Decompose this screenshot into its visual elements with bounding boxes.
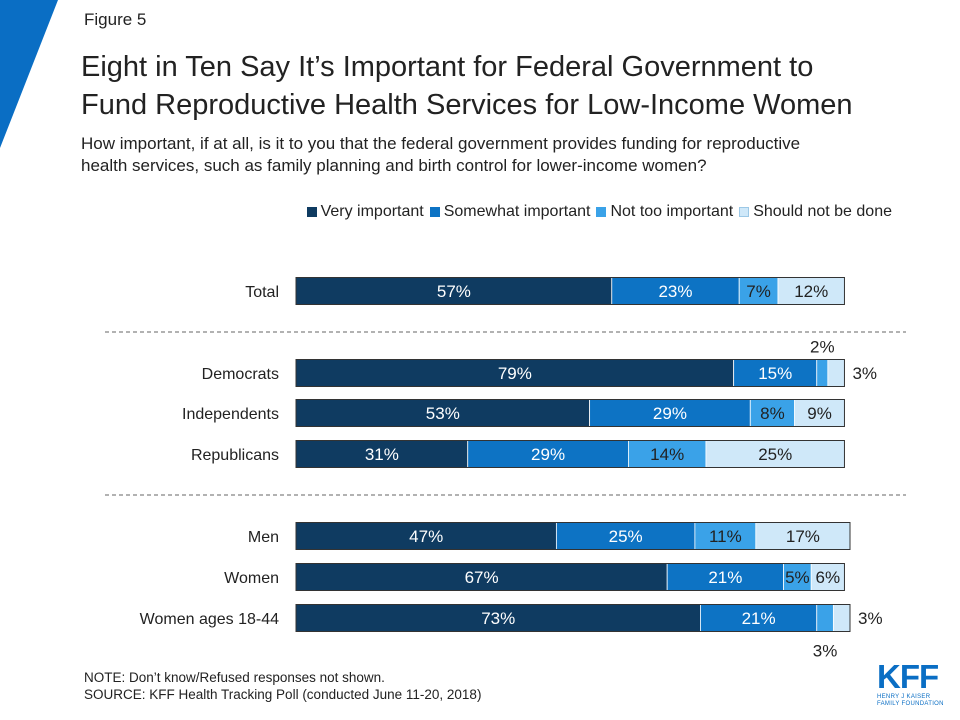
bar-segment	[555, 522, 696, 550]
bar-segment	[832, 604, 851, 632]
legend-label: Somewhat important	[443, 203, 591, 220]
legend-swatch	[306, 207, 317, 217]
data-label: 8%	[760, 404, 785, 423]
legend-label: Should not be done	[753, 203, 892, 220]
category-label: Total	[245, 284, 279, 301]
legend-item-somewhat-important: Somewhat important	[429, 203, 591, 221]
data-label: 67%	[465, 568, 499, 587]
logo-line-2: FAMILY FOUNDATION	[877, 701, 944, 707]
bar-outline	[295, 399, 845, 427]
data-label: 14%	[650, 445, 684, 464]
category-label: Independents	[182, 406, 279, 423]
data-label: 21%	[742, 609, 776, 628]
data-label: 25%	[758, 445, 792, 464]
category-label: Republicans	[191, 447, 279, 464]
data-label: 12%	[794, 282, 828, 301]
data-label: 29%	[653, 404, 687, 423]
data-label: 47%	[409, 527, 443, 546]
legend-item-not-too-important: Not too important	[596, 203, 733, 221]
data-label: 3%	[813, 642, 838, 661]
data-label: 2%	[810, 338, 835, 357]
category-label: Women	[224, 570, 279, 587]
bar-segment	[810, 563, 845, 591]
data-label: 57%	[437, 282, 471, 301]
legend-swatch	[739, 207, 750, 217]
corner-accent	[0, 0, 58, 148]
data-label: 73%	[481, 609, 515, 628]
legend: Very important Somewhat important Not to…	[301, 203, 892, 221]
data-label: 3%	[852, 364, 877, 383]
data-label: 53%	[426, 404, 460, 423]
subtitle-line-1: How important, if at all, is it to you t…	[81, 134, 801, 153]
data-label: 6%	[816, 568, 841, 587]
data-label: 11%	[709, 527, 742, 546]
data-label: 15%	[758, 364, 792, 383]
legend-label: Not too important	[610, 203, 734, 220]
bar-outline	[295, 277, 845, 305]
bar-segment	[295, 277, 613, 305]
data-label: 3%	[858, 609, 883, 628]
legend-label: Very important	[320, 203, 424, 220]
note-text: NOTE: Don’t know/Refused responses not s…	[84, 670, 385, 685]
data-label: 25%	[609, 527, 643, 546]
data-label: 79%	[498, 364, 532, 383]
category-label: Men	[248, 529, 279, 546]
bar-segment	[755, 522, 851, 550]
bar-segment	[700, 604, 818, 632]
data-label: 21%	[708, 568, 742, 587]
source-text: SOURCE: KFF Health Tracking Poll (conduc…	[84, 687, 482, 702]
bar-outline	[295, 522, 851, 550]
category-label: Democrats	[202, 366, 279, 383]
bar-outline	[295, 359, 845, 387]
legend-swatch	[429, 207, 440, 217]
subtitle-line-2: health services, such as family planning…	[81, 156, 707, 175]
legend-item-very-important: Very important	[306, 203, 424, 221]
bar-segment	[827, 359, 845, 387]
category-label: Women ages 18-44	[140, 611, 279, 628]
data-label: 7%	[746, 282, 771, 301]
bar-segment	[467, 440, 629, 468]
bar-outline	[295, 440, 845, 468]
figure-label: Figure 5	[84, 10, 147, 29]
bar-segment	[816, 604, 834, 632]
bar-segment	[295, 604, 701, 632]
chart-subtitle: How important, if at all, is it to you t…	[81, 133, 941, 177]
logo-line-1: HENRY J KAISER	[877, 694, 931, 700]
title-line-1: Eight in Ten Say It’s Important for Fede…	[81, 51, 814, 83]
bar-segment	[816, 359, 829, 387]
data-label: 9%	[807, 404, 832, 423]
chart-title: Eight in Ten Say It’s Important for Fede…	[81, 48, 951, 124]
legend-swatch	[596, 207, 607, 217]
bar-segment	[666, 563, 784, 591]
legend-item-should-not-be-done: Should not be done	[739, 203, 892, 221]
bar-segment	[611, 277, 740, 305]
title-line-2: Fund Reproductive Health Services for Lo…	[81, 89, 853, 121]
bar-outline	[295, 604, 851, 632]
data-label: 23%	[658, 282, 692, 301]
data-label: 31%	[365, 445, 399, 464]
footnote: NOTE: Don’t know/Refused responses not s…	[84, 669, 481, 703]
kff-logo: KFF HENRY J KAISER FAMILY FOUNDATION	[877, 660, 945, 708]
data-label: 5%	[785, 568, 810, 587]
bar-outline	[295, 563, 845, 591]
data-label: 17%	[786, 527, 820, 546]
data-label: 29%	[531, 445, 565, 464]
logo-mark: KFF	[877, 658, 939, 695]
